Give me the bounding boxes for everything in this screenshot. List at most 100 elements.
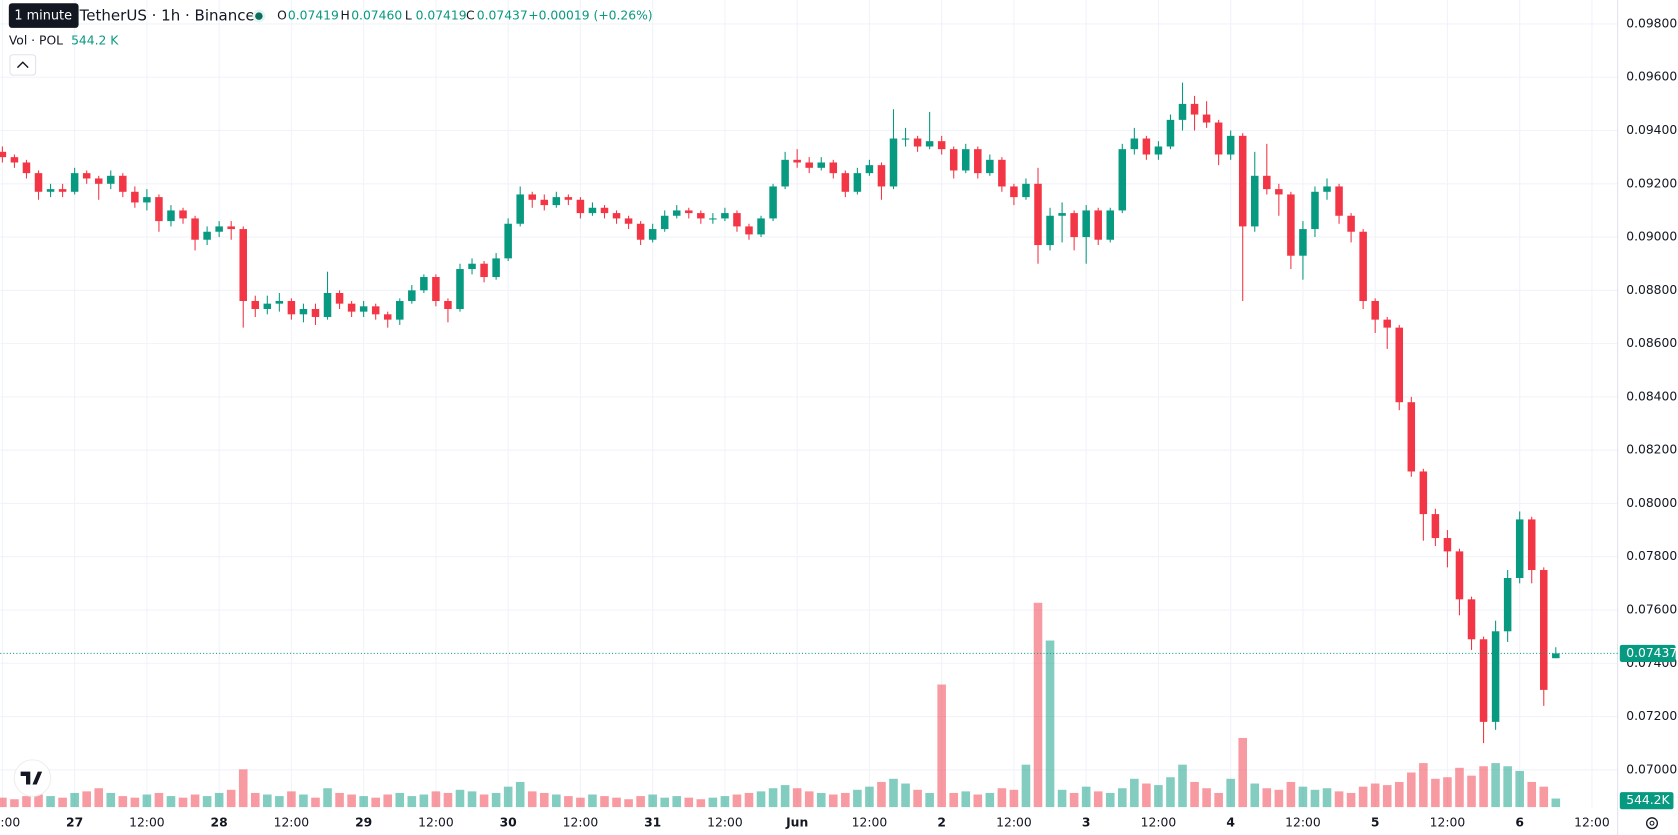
overlay: 0.070000.072000.074000.076000.078000.080… (0, 16, 1677, 829)
volume-bar (925, 792, 934, 808)
volume-bar (1057, 789, 1067, 808)
symbol-title[interactable]: TetherUS · 1h · Binance (79, 7, 255, 25)
volume-bar (395, 792, 405, 808)
volume-bar (10, 799, 19, 808)
volume-bar (263, 794, 272, 808)
volume-bar (323, 788, 332, 808)
candle-body (1046, 215, 1054, 246)
candle-body (480, 263, 488, 278)
x-tick-label: 4 (1226, 816, 1235, 830)
volume-bar (347, 794, 356, 808)
candle-body (1022, 183, 1030, 198)
candle-body (58, 189, 67, 192)
volume-bar (1214, 792, 1223, 808)
volume-bar (865, 786, 874, 808)
grid (0, 0, 1618, 808)
candle-body (1287, 194, 1295, 256)
volume-bar (58, 797, 67, 808)
volume-bar (792, 788, 802, 808)
volume-bar (1407, 772, 1416, 808)
candle-body (1058, 213, 1066, 216)
volume-bar (901, 783, 910, 808)
volume-bar (1527, 781, 1537, 808)
ohlc-value: 0.07460 (351, 9, 402, 23)
volume-bar (1142, 783, 1151, 808)
candle-body (22, 162, 31, 174)
volume-bar (1009, 789, 1019, 808)
volume-bar (82, 791, 91, 808)
candle-body (552, 197, 561, 206)
candle-body (1407, 402, 1416, 472)
x-tick-label: 6 (1515, 816, 1524, 830)
volume-bar (359, 796, 368, 808)
volume-bar (178, 797, 188, 808)
candle-body (396, 300, 404, 320)
y-tick-label: 0.09800 (1626, 16, 1677, 30)
x-tick-label: 2 (937, 816, 946, 830)
candle-body (986, 159, 994, 174)
x-tick-label: 12:00 (563, 816, 599, 830)
volume-bar (1467, 775, 1476, 808)
volume-bar (1419, 763, 1428, 808)
volume-pane (0, 602, 1561, 808)
volume-bar (130, 797, 140, 808)
candle-body (660, 215, 669, 230)
vol-legend-value: 544.2 K (71, 33, 119, 47)
vol-legend-label: Vol · POL (9, 33, 63, 47)
volume-bar (1431, 778, 1440, 808)
volume-bar (961, 791, 971, 808)
candle-body (974, 149, 982, 174)
x-tick-label: Jun (785, 816, 808, 830)
volume-bar (1310, 789, 1320, 808)
x-tick-label: 12:00 (129, 816, 165, 830)
settings-icon[interactable] (1645, 817, 1659, 830)
volume-bar (1238, 737, 1248, 808)
candle-body (46, 189, 55, 192)
y-tick-label: 0.09400 (1626, 123, 1677, 137)
candle-body (1347, 215, 1355, 232)
candle-body (1010, 186, 1018, 198)
y-tick-label: 0.07200 (1626, 709, 1677, 723)
candle-body (504, 223, 512, 259)
candle-body (757, 218, 765, 235)
candle-body (793, 159, 801, 163)
candle-body (1130, 138, 1139, 150)
candle-body (1491, 631, 1500, 722)
volume-bar (708, 797, 718, 808)
candle-body (636, 223, 645, 240)
volume-bar (877, 781, 886, 808)
candle-body (167, 210, 175, 222)
candle-body (1540, 570, 1548, 690)
candle-body (540, 199, 549, 206)
candle-body (1455, 551, 1464, 600)
candle-body (299, 308, 308, 315)
candle-body (1238, 135, 1247, 227)
candle-body (1552, 653, 1560, 659)
volume-bar (756, 791, 766, 808)
volume-bar (1190, 781, 1199, 808)
candle-body (347, 303, 356, 312)
candle-body (576, 199, 585, 214)
candle-body (335, 293, 344, 304)
candle-body (841, 173, 850, 192)
volume-bar (612, 797, 621, 808)
volume-bar (1202, 788, 1211, 808)
candle-body (1479, 639, 1488, 722)
volume-bar (816, 792, 826, 808)
candle-body (1142, 138, 1151, 155)
x-tick-label: 31 (644, 816, 661, 830)
volume-bar (672, 796, 682, 808)
x-tick-label: 12:00 (1285, 816, 1321, 830)
candle-body (528, 194, 536, 200)
collapse-button[interactable] (9, 54, 37, 76)
volume-bar (1118, 788, 1127, 808)
volume-bar (202, 796, 212, 808)
y-tick-label: 0.08600 (1626, 336, 1677, 350)
volume-bar (238, 769, 248, 808)
candle-body (1154, 146, 1163, 155)
candle-body (937, 141, 946, 150)
candle-body (913, 138, 922, 147)
volume-bar (1105, 792, 1115, 808)
ohlc-value: 0.07437 (477, 9, 528, 23)
volume-bar (588, 794, 597, 808)
